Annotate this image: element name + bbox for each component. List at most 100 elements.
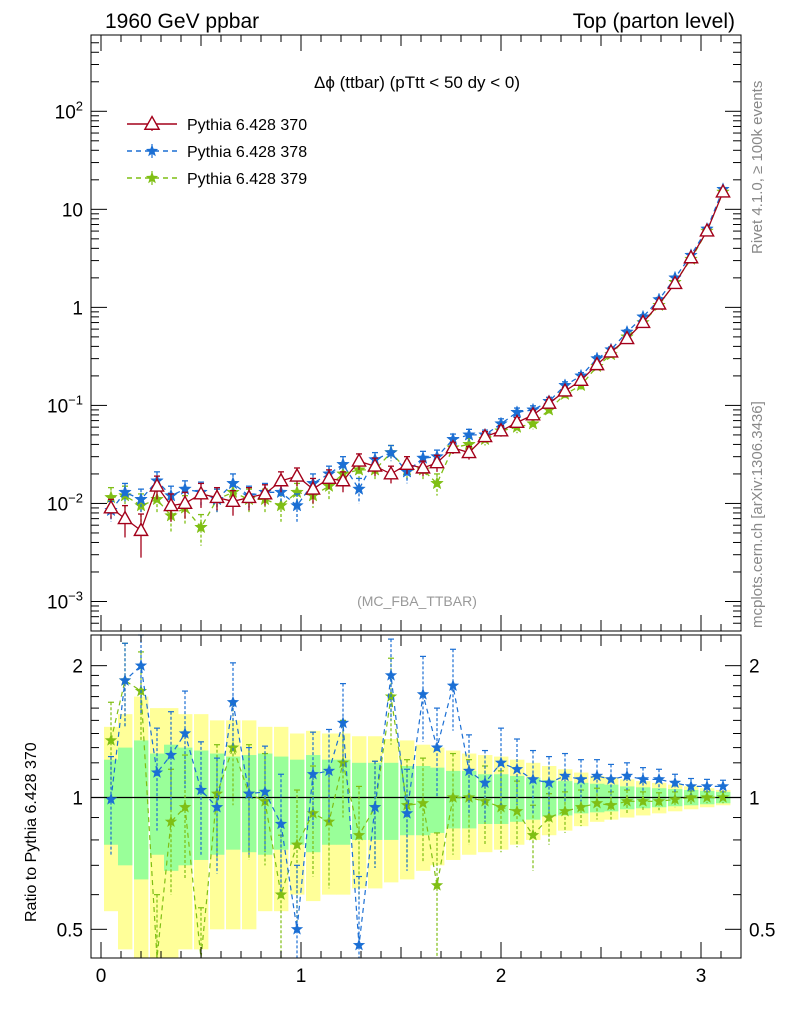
ratio-data-point-star [226,741,240,753]
ratio-data-point-star [668,792,682,805]
main-y-tick-label: 1 [72,298,83,319]
data-point-triangle [241,489,257,504]
data-point-triangle [305,480,321,495]
data-point-triangle [493,422,509,437]
mcplots-label: mcplots.cern.ch [arXiv:1306.3436] [749,401,766,628]
data-point-star [274,498,288,512]
ratio-data-point-star [352,938,366,951]
x-tick-label: 1 [296,966,307,987]
ratio-data-point-star [462,764,476,777]
ratio-y-tick-label-left: 0.5 [57,920,83,941]
data-point-triangle [321,469,337,485]
ratio-data-point-star [134,659,148,671]
ratio-data-point-star [150,766,164,778]
data-point-triangle [651,295,667,310]
data-point-triangle [683,249,699,264]
tick-exponent: −3 [68,588,83,603]
legend-entry-s370: Pythia 6.428 370 [127,115,307,134]
ratio-data-point-star [210,787,224,799]
data-point-triangle [461,444,477,459]
plot-title: Δϕ (ttbar) (pTtt < 50 dy < 0) [314,73,520,92]
ratio-data-point-star [258,785,272,798]
main-y-tick-label: 10 [62,200,83,221]
ratio-data-point-star [620,794,634,807]
ratio-y-tick-label-left: 1 [72,788,83,809]
ratio-data-point-star [574,800,588,813]
data-point-triangle [163,497,179,512]
rivet-label: Rivet 4.1.0, ≥ 100k events [749,81,766,254]
band-inner-bin [352,762,367,840]
ratio-data-point-star [526,772,540,785]
ratio-data-point-star [322,764,336,777]
ratio-series-s378 [104,634,730,958]
ratio-data-point-star [636,772,650,785]
ratio-data-point-star [574,772,588,785]
data-point-triangle [367,457,383,472]
legend-marker-triangle [143,115,161,130]
tick-exponent: −1 [68,392,83,407]
band-inner-bin [226,756,241,850]
data-point-triangle [603,343,619,358]
ratio-data-point-star [558,769,572,782]
data-point-triangle [273,472,289,487]
ratio-data-point-star [336,756,350,769]
data-point-triangle [715,183,731,198]
legend-label: Pythia 6.428 378 [187,144,307,161]
ratio-data-point-star [716,779,730,792]
x-tick-label: 2 [496,966,507,987]
series-line [110,191,724,532]
main-panel: 10−3 10−2 10−1 1 10 102 Δϕ (ttbar) (pTtt < 50… [47,34,742,632]
band-inner-bin [430,767,445,833]
ratio-data-point-star [104,733,118,746]
ratio-data-point-star [604,798,618,811]
x-tick-label: 0 [96,966,107,987]
main-frame [90,34,742,632]
ratio-y-tick-label-right: 2 [749,657,760,678]
legend-entry-s378: Pythia 6.428 378 [127,144,307,161]
ratio-data-point-star [510,804,524,817]
ratio-data-point-star [384,668,398,681]
data-point-triangle [257,485,273,500]
band-inner-bin [384,762,399,840]
main-y-tick-label: 10−1 [47,392,83,417]
ratio-data-point-star [400,806,414,819]
ratio-y-tick-label-right: 1 [749,788,760,809]
data-point-triangle [445,439,461,454]
data-point-triangle [351,452,367,467]
data-point-triangle [117,510,133,525]
ratio-data-point-star [590,796,604,809]
band-inner-bin [134,740,149,880]
ratio-data-point-star [336,716,350,729]
ratio-data-point-star [104,792,118,805]
data-point-star [118,485,132,499]
legend: Pythia 6.428 370 Pythia 6.428 378 Pythia 6… [127,115,307,188]
ratio-data-point-star [684,790,698,803]
data-point-star [290,498,304,512]
process-label: Top (parton level) [573,10,735,33]
ratio-series-line [110,679,723,959]
ratio-data-point-star [258,794,272,807]
ratio-data-point-star [684,779,698,792]
data-point-triangle [429,454,445,469]
data-point-triangle [225,492,241,507]
ratio-axes: 0.5 0.5 1 1 2 2 0 1 2 3 [57,635,775,987]
ratio-data-point-star [430,878,444,891]
tick-exponent: −2 [68,490,83,505]
data-point-triangle [573,371,589,386]
ratio-data-point-star [416,796,430,809]
ratio-series-line [110,664,723,946]
ratio-y-axis-label: Ratio to Pythia 6.428 370 [23,742,40,922]
ratio-data-point-star [446,790,460,803]
tick-exponent: 2 [76,98,83,113]
data-point-triangle [399,455,415,471]
ratio-data-point-star [620,769,634,782]
ratio-data-point-star [716,790,730,803]
ratio-data-point-star [700,790,714,803]
x-tick-label: 3 [696,966,707,987]
data-point-triangle [193,485,209,500]
main-y-tick-label: 102 [55,98,83,123]
ratio-data-point-star [478,776,492,789]
legend-label: Pythia 6.428 379 [187,171,307,188]
data-point-triangle [667,275,683,290]
legend-marker-star [145,144,159,157]
